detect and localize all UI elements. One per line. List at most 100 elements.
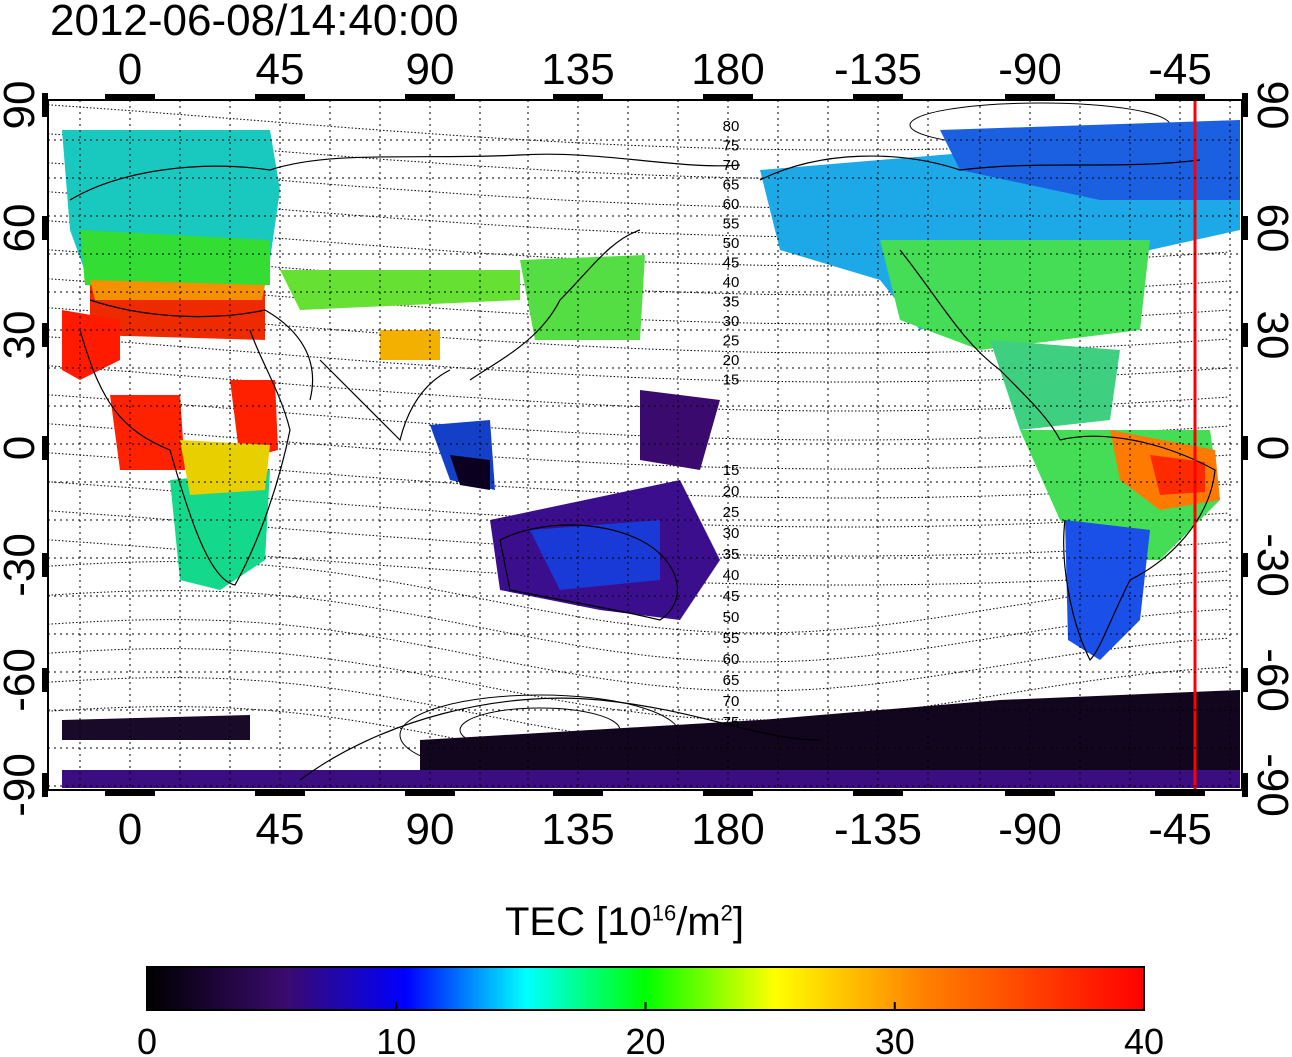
contour-label: 60: [723, 651, 740, 668]
contour-label: 35: [723, 294, 740, 311]
contour-label: 45: [723, 588, 740, 605]
contour-label: 30: [723, 313, 740, 330]
right-tick-bar: [1242, 436, 1248, 460]
tec-patch-europe-green: [80, 230, 270, 290]
right-lat-label: 0: [1248, 436, 1292, 460]
right-tick-bar: [1242, 668, 1248, 692]
top-tick-bar: [1155, 94, 1205, 100]
tec-data-patches: [62, 120, 1240, 788]
colorbar-title: TEC [1016/m2]: [505, 900, 745, 944]
lat-lon-gridlines: [48, 100, 1242, 790]
right-tick-bar: [1242, 553, 1248, 577]
contour-label: 75: [723, 138, 740, 155]
contour-label: 30: [723, 525, 740, 542]
tec-patch-china: [520, 255, 645, 340]
left-tick-bar: [42, 668, 48, 692]
tec-patch-brazil-core: [1150, 455, 1205, 495]
bottom-lon-label: 135: [541, 805, 614, 854]
contour-label: 15: [723, 462, 740, 479]
bottom-tick-bar: [1155, 790, 1205, 796]
tec-patch-africa-south: [170, 470, 270, 590]
top-lon-label: 180: [691, 45, 764, 94]
right-tick-bar: [1242, 216, 1248, 240]
right-tick-bar: [1242, 323, 1248, 347]
right-tick-bar: [1242, 773, 1248, 797]
magnetic-contour: [48, 619, 1229, 692]
left-lat-label: 60: [0, 204, 44, 253]
tec-patch-east-africa: [230, 380, 278, 460]
contour-label: 40: [723, 567, 740, 584]
bottom-lon-label: -135: [834, 805, 922, 854]
tec-patch-se-asia-dark: [450, 455, 490, 490]
bottom-tick-bar: [853, 790, 903, 796]
top-tick-bar: [1005, 94, 1055, 100]
magnetic-contour: [48, 648, 1229, 721]
left-tick-bar: [42, 216, 48, 240]
right-lat-label: 90: [1248, 81, 1292, 130]
top-lon-label: 0: [118, 45, 142, 94]
bottom-lon-label: 90: [406, 805, 455, 854]
left-tick-bar: [42, 323, 48, 347]
bottom-lon-label: -90: [998, 805, 1062, 854]
left-lat-label: 90: [0, 81, 44, 130]
left-tick-bar: [42, 436, 48, 460]
contour-label: 55: [723, 630, 740, 647]
left-tick-bar: [42, 553, 48, 577]
contour-label: 65: [723, 672, 740, 689]
bottom-tick-bar: [255, 790, 305, 796]
left-tick-bar: [42, 93, 48, 117]
colorbar-tick-label: 0: [137, 1021, 157, 1057]
top-lon-label: 90: [406, 45, 455, 94]
magnetic-contour: [48, 590, 1229, 663]
tec-patch-west-africa: [110, 395, 185, 470]
top-tick-bar: [405, 94, 455, 100]
left-lat-label: -30: [0, 533, 44, 597]
right-lat-label: 60: [1248, 204, 1292, 253]
top-lon-label: -135: [834, 45, 922, 94]
top-tick-bar: [853, 94, 903, 100]
top-lon-label: -45: [1148, 45, 1212, 94]
right-lat-label: -60: [1248, 648, 1292, 712]
tec-patch-antarctica: [420, 690, 1240, 775]
frame-tick-bars: [42, 93, 1248, 797]
bottom-tick-bar: [105, 790, 155, 796]
tec-patch-us: [880, 240, 1150, 350]
top-tick-bar: [703, 94, 753, 100]
contour-label: 75: [723, 714, 740, 731]
bottom-tick-bar: [553, 790, 603, 796]
bottom-tick-bar: [703, 790, 753, 796]
tec-patch-antarctica-west: [62, 715, 250, 740]
left-lat-label: 30: [0, 311, 44, 360]
contour-label: 50: [723, 609, 740, 626]
left-lat-label: -60: [0, 648, 44, 712]
left-lat-label: 0: [0, 436, 44, 460]
contour-label: 20: [723, 483, 740, 500]
bottom-lon-label: 180: [691, 805, 764, 854]
tec-patch-pacific: [640, 390, 720, 470]
contour-label: 60: [723, 196, 740, 213]
contour-label: 80: [723, 118, 740, 135]
contour-label: 50: [723, 235, 740, 252]
contour-label: 15: [723, 372, 740, 389]
bottom-lon-label: 45: [256, 805, 305, 854]
bottom-lon-label: 0: [118, 805, 142, 854]
colorbar-tick-label: 10: [376, 1021, 416, 1057]
tec-patch-australia-blue: [530, 520, 660, 590]
right-tick-bar: [1242, 93, 1248, 117]
top-lon-label: -90: [998, 45, 1062, 94]
tec-patch-patagonia: [1065, 520, 1150, 660]
contour-label: 45: [723, 255, 740, 272]
right-lat-label: 30: [1248, 311, 1292, 360]
tec-patch-southern-band: [62, 770, 1240, 788]
colorbar-tick-label: 30: [875, 1021, 915, 1057]
bottom-tick-bar: [405, 790, 455, 796]
tec-patch-central-america: [990, 340, 1120, 430]
top-tick-bar: [553, 94, 603, 100]
top-tick-bar: [255, 94, 305, 100]
colorbar-tick-label: 20: [625, 1021, 665, 1057]
contour-label: 25: [723, 504, 740, 521]
colorbar-ticks: 0 10 20 30 40: [137, 1002, 1164, 1057]
top-lon-label: 135: [541, 45, 614, 94]
contour-label: 55: [723, 216, 740, 233]
